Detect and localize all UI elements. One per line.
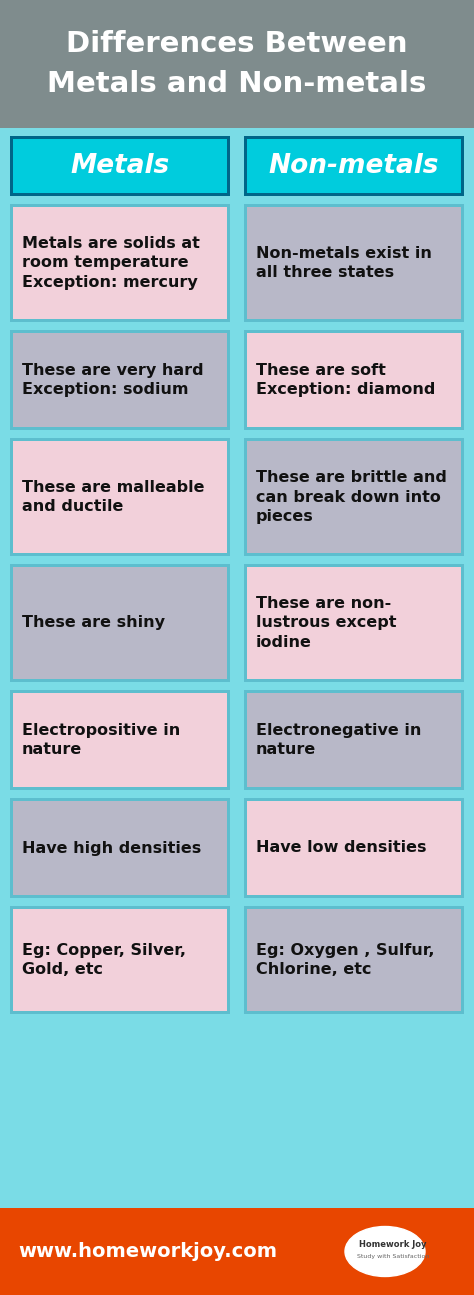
FancyBboxPatch shape [13,693,227,787]
FancyBboxPatch shape [244,438,464,556]
Ellipse shape [345,1226,425,1277]
Text: Homework Joy: Homework Joy [359,1241,427,1248]
Text: Non-metals: Non-metals [269,153,439,179]
FancyBboxPatch shape [244,690,464,790]
FancyBboxPatch shape [10,330,230,430]
FancyBboxPatch shape [247,207,461,319]
FancyBboxPatch shape [244,798,464,897]
FancyBboxPatch shape [13,333,227,427]
Text: Electronegative in
nature: Electronegative in nature [256,723,421,758]
FancyBboxPatch shape [13,139,227,193]
FancyBboxPatch shape [13,207,227,319]
FancyBboxPatch shape [244,330,464,430]
FancyBboxPatch shape [247,909,461,1011]
FancyBboxPatch shape [13,567,227,679]
FancyBboxPatch shape [13,442,227,553]
Text: Metals: Metals [70,153,170,179]
Text: Have low densities: Have low densities [256,840,427,856]
FancyBboxPatch shape [244,565,464,682]
Text: These are brittle and
can break down into
pieces: These are brittle and can break down int… [256,470,447,524]
FancyBboxPatch shape [0,0,474,128]
Text: These are shiny: These are shiny [22,615,165,631]
FancyBboxPatch shape [247,442,461,553]
FancyBboxPatch shape [247,567,461,679]
FancyBboxPatch shape [247,333,461,427]
Text: These are soft
Exception: diamond: These are soft Exception: diamond [256,363,436,398]
Text: These are very hard
Exception: sodium: These are very hard Exception: sodium [22,363,204,398]
FancyBboxPatch shape [247,802,461,895]
Text: Electropositive in
nature: Electropositive in nature [22,723,180,758]
Text: www.homeworkjoy.com: www.homeworkjoy.com [18,1242,277,1261]
Text: Non-metals exist in
all three states: Non-metals exist in all three states [256,246,432,281]
FancyBboxPatch shape [10,565,230,682]
FancyBboxPatch shape [10,438,230,556]
FancyBboxPatch shape [10,136,230,196]
FancyBboxPatch shape [10,906,230,1014]
FancyBboxPatch shape [10,690,230,790]
Text: These are malleable
and ductile: These are malleable and ductile [22,479,204,514]
FancyBboxPatch shape [247,693,461,787]
Text: Metals are solids at
room temperature
Exception: mercury: Metals are solids at room temperature Ex… [22,236,200,290]
FancyBboxPatch shape [244,136,464,196]
Text: These are non-
lustrous except
iodine: These are non- lustrous except iodine [256,596,396,650]
Text: Study with Satisfaction: Study with Satisfaction [357,1254,429,1259]
Text: Eg: Oxygen , Sulfur,
Chlorine, etc: Eg: Oxygen , Sulfur, Chlorine, etc [256,943,435,978]
Text: Eg: Copper, Silver,
Gold, etc: Eg: Copper, Silver, Gold, etc [22,943,186,978]
Text: Differences Between
Metals and Non-metals: Differences Between Metals and Non-metal… [47,31,427,97]
FancyBboxPatch shape [13,909,227,1011]
FancyBboxPatch shape [247,139,461,193]
FancyBboxPatch shape [10,798,230,897]
FancyBboxPatch shape [0,1208,474,1295]
FancyBboxPatch shape [0,128,474,1208]
FancyBboxPatch shape [10,205,230,322]
FancyBboxPatch shape [244,906,464,1014]
Text: Have high densities: Have high densities [22,840,201,856]
FancyBboxPatch shape [244,205,464,322]
FancyBboxPatch shape [13,802,227,895]
